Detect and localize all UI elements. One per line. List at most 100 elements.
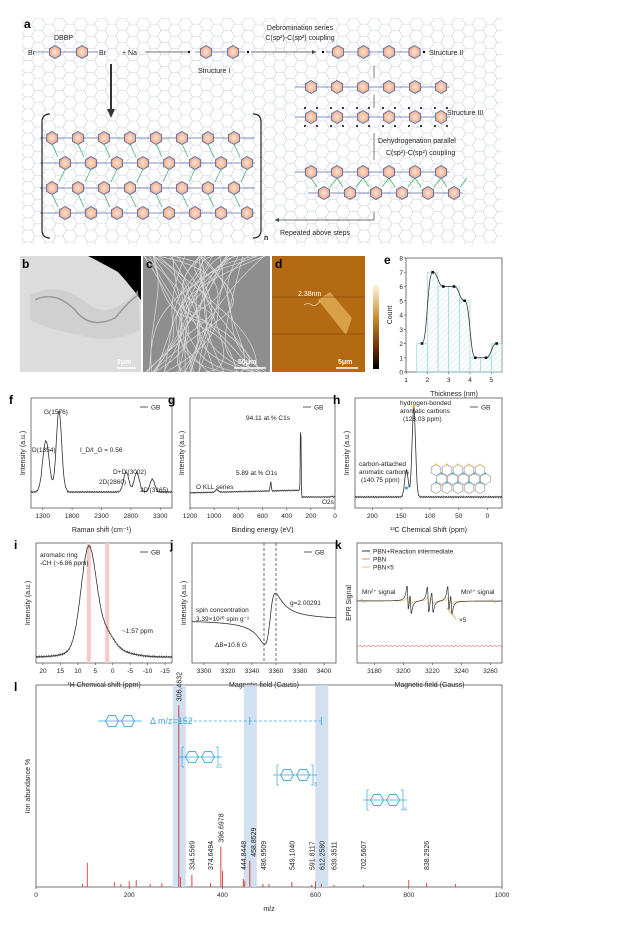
new-cc-bond [155, 143, 163, 158]
radical-dot [368, 107, 370, 109]
x-tick-label: 3240 [454, 668, 469, 675]
panel-label-c: c [146, 257, 153, 271]
benzene-ring [395, 185, 409, 201]
benzene-ring [317, 185, 331, 201]
nanofibre [185, 255, 224, 373]
new-cc-bond [233, 193, 241, 208]
y-tick-label: 6 [399, 284, 403, 291]
benzene-ring [240, 155, 254, 171]
radical-dot [356, 125, 358, 127]
lattice-ring [463, 482, 475, 494]
lattice-atom [484, 472, 487, 475]
radical-dot [246, 50, 250, 54]
benzene-ring [58, 155, 72, 171]
new-cc-bond [51, 143, 59, 158]
annotation: aromatic carbons [400, 408, 451, 415]
x-tick-label: 600 [310, 892, 321, 899]
benzene-ring [421, 185, 435, 201]
benzene-ring [201, 130, 215, 146]
new-cc-bond [188, 168, 196, 183]
benzene-ring [227, 130, 241, 146]
structure-2-label: Structure II [429, 50, 463, 57]
nanofibre [165, 255, 249, 373]
x-tick-label: 200 [305, 513, 316, 520]
x-axis-label: ¹³C Chemical Shift (ppm) [390, 527, 467, 534]
new-cc-bond [84, 168, 92, 183]
annotation: O2s [322, 499, 335, 506]
x-axis-label: m/z [263, 906, 275, 913]
x-tick-label: 3 [447, 377, 451, 384]
benzene-ring [199, 44, 213, 60]
dehydrogenation-coupling-text: C(sp²)-C(sp²) coupling [386, 150, 455, 157]
benzene-ring [58, 205, 72, 221]
radical-dot [420, 125, 422, 127]
repeat-n-label: n [264, 235, 268, 242]
benzene-ring [408, 79, 422, 95]
repeat-bracket [276, 764, 314, 786]
benzene-ring [434, 109, 448, 125]
peak-label: 306.4632 [176, 672, 183, 701]
annotation: 5.89 at.% O1s [236, 470, 278, 477]
benzene-ring [304, 79, 318, 95]
lattice-atom [440, 472, 443, 475]
new-cc-bond [129, 143, 137, 158]
x-tick-label: 10 [74, 668, 82, 675]
radical-dot [434, 125, 436, 127]
peak-label: 396.6978 [218, 813, 225, 842]
x-tick-label: 5 [93, 668, 97, 675]
y-axis-label: Intensity (a.u.) [179, 431, 186, 475]
lattice-atom [435, 481, 437, 484]
lattice-ring [469, 473, 480, 485]
legend-label: GB [481, 405, 490, 412]
radical-dot [330, 125, 332, 127]
y-tick-label: 8 [399, 256, 403, 263]
lattice-ring [463, 464, 475, 476]
legend-label: PBN×5 [373, 565, 394, 572]
lattice-ring [474, 464, 486, 476]
peak-label: 838.2926 [424, 841, 431, 870]
x-tick-label: 1 [404, 377, 408, 384]
panel-label-a: a [24, 17, 31, 31]
benzene-ring [45, 130, 59, 146]
lattice-ring [458, 473, 469, 485]
x-tick-label: 0 [111, 668, 115, 675]
benzene-ring [382, 109, 396, 125]
x-tick-label: 4 [468, 377, 472, 384]
repeat-subscript: 4 [404, 807, 407, 813]
radical-dot [446, 125, 448, 127]
benzene-ring [408, 44, 421, 60]
nanofibre [149, 255, 208, 373]
nanofibre [170, 255, 200, 373]
x-axis-label: Thickness (nm) [430, 391, 478, 398]
panel-label-g: g [168, 393, 175, 407]
scale-bar-b: 2μm [117, 359, 131, 366]
annotation: spin concentration [196, 607, 249, 614]
radical-dot [394, 107, 396, 109]
benzene-ring [330, 164, 344, 180]
radical-dot [368, 125, 370, 127]
radical-dot [330, 107, 332, 109]
structure-3-label: Structure III [447, 110, 483, 117]
lattice-atom [446, 481, 448, 484]
annotation: 3.39×10²⁰ spin g⁻¹ [196, 615, 250, 623]
repeat-subscript: 3 [314, 782, 317, 788]
x-tick-label: 2 [426, 377, 430, 384]
dehydrogenation-text: Dehydrogenation parallel [378, 138, 456, 145]
radical-dot [304, 107, 306, 109]
y-axis-label: Ion abundance % [25, 759, 32, 814]
left-bracket [41, 113, 51, 239]
lattice-ring [474, 482, 486, 494]
nanofibre [164, 255, 230, 373]
panel-label-k: k [335, 538, 342, 552]
radical-dot [408, 107, 410, 109]
x-tick-label: 100 [425, 513, 436, 520]
new-cc-bond [110, 168, 118, 183]
highlight-band [105, 543, 110, 663]
radical-dot [434, 107, 436, 109]
x-tick-label: 3180 [367, 668, 382, 675]
x-axis-label: Raman shift (cm⁻¹) [72, 527, 131, 534]
nanofibre [145, 255, 212, 373]
annotation: g=2.00291 [290, 600, 321, 607]
peak-label: 612.2580 [319, 841, 326, 870]
benzene-ring [356, 109, 370, 125]
